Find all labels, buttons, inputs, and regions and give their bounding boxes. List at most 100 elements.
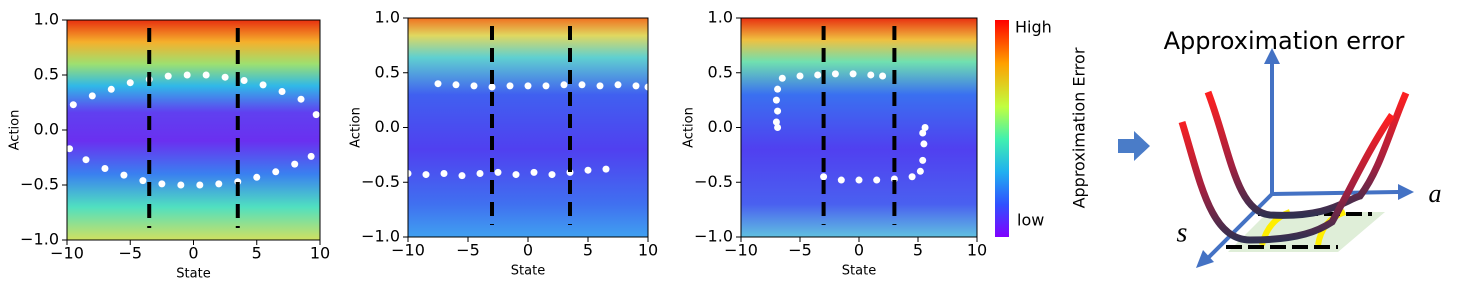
- point: [814, 71, 822, 79]
- point: [101, 165, 109, 172]
- point: [297, 95, 305, 103]
- point: [272, 168, 280, 176]
- y-tick-label: 1.0: [375, 8, 400, 27]
- point: [107, 85, 115, 93]
- x-tick-label: −5: [788, 241, 812, 260]
- x-tick-label: 10: [310, 244, 330, 263]
- point: [158, 180, 166, 188]
- colorbar: [995, 20, 1009, 237]
- point: [120, 171, 128, 179]
- y-tick-label: 0.5: [34, 65, 59, 84]
- point: [632, 82, 640, 90]
- point: [253, 173, 261, 181]
- point: [873, 176, 881, 184]
- arrowhead: [1398, 184, 1414, 200]
- point: [602, 165, 610, 173]
- y-tick-label: 0.0: [708, 117, 733, 136]
- x-tick-label: −10: [391, 241, 425, 260]
- point: [512, 171, 520, 179]
- point: [422, 171, 430, 179]
- point: [196, 181, 204, 189]
- x-tick-label: 10: [967, 241, 987, 260]
- point: [778, 74, 786, 82]
- point: [524, 82, 532, 90]
- point: [855, 176, 863, 184]
- point: [560, 81, 568, 89]
- y-axis-label: Action: [682, 107, 697, 148]
- point: [919, 129, 927, 137]
- point: [452, 81, 460, 89]
- point: [126, 79, 134, 87]
- y-tick-label: 0.5: [375, 62, 400, 81]
- point: [542, 82, 550, 90]
- point: [614, 81, 622, 89]
- axis: [1206, 192, 1274, 260]
- colorbar-label: Approximation Error: [1070, 47, 1089, 208]
- point: [82, 156, 90, 164]
- point: [183, 71, 191, 79]
- point: [434, 80, 442, 88]
- point: [177, 181, 185, 189]
- diagram-title: Approximation error: [1164, 27, 1405, 55]
- point: [796, 72, 804, 80]
- plot-frame: [407, 17, 649, 238]
- x-axis-label: State: [176, 267, 210, 282]
- point: [772, 118, 780, 126]
- x-tick-label: 0: [523, 241, 533, 260]
- point: [774, 85, 782, 93]
- point: [584, 166, 592, 174]
- y-tick-label: −1.0: [361, 227, 400, 246]
- point: [139, 177, 147, 185]
- point: [596, 82, 604, 90]
- y-tick-label: 1.0: [708, 8, 733, 27]
- heatmap: [408, 18, 648, 237]
- point: [476, 169, 484, 177]
- point: [240, 77, 248, 84]
- y-tick-label: 1.0: [34, 10, 59, 29]
- point: [278, 88, 286, 95]
- plot-frame: [740, 17, 978, 238]
- colorbar-high: High: [1015, 18, 1052, 37]
- point: [867, 71, 875, 79]
- point: [921, 124, 929, 131]
- point: [849, 70, 857, 78]
- point: [291, 160, 299, 168]
- plot-frame: [66, 19, 321, 241]
- point: [88, 92, 96, 100]
- a-label: a: [1429, 179, 1442, 208]
- point: [66, 145, 74, 153]
- point: [488, 83, 496, 91]
- y-tick-label: 0.0: [34, 120, 59, 139]
- point: [548, 171, 556, 179]
- point: [164, 72, 172, 80]
- x-tick-label: 5: [252, 244, 262, 263]
- point: [831, 70, 839, 78]
- point: [774, 124, 782, 131]
- y-tick-label: 0.5: [708, 62, 733, 81]
- point: [916, 167, 924, 175]
- error-curve: [1204, 90, 1410, 219]
- point: [920, 140, 928, 148]
- point: [494, 168, 502, 176]
- point: [458, 172, 466, 180]
- x-tick-label: 0: [188, 244, 198, 263]
- y-axis-label: Action: [8, 110, 23, 151]
- point: [440, 169, 448, 177]
- diagram: Approximation error a s: [1164, 27, 1442, 268]
- x-tick-label: 0: [854, 241, 864, 260]
- y-tick-label: 0.0: [375, 117, 400, 136]
- y-tick-label: −1.0: [20, 230, 59, 249]
- y-tick-label: −0.5: [694, 172, 733, 191]
- point: [774, 107, 782, 115]
- point: [506, 82, 514, 90]
- y-tick-label: −0.5: [361, 172, 400, 191]
- point: [919, 156, 927, 164]
- y-axis-label: Action: [349, 107, 364, 148]
- heatmap: [67, 20, 320, 240]
- point: [221, 73, 229, 81]
- point: [202, 71, 210, 79]
- x-tick-label: −5: [456, 241, 480, 260]
- colorbar-low: low: [1017, 211, 1044, 230]
